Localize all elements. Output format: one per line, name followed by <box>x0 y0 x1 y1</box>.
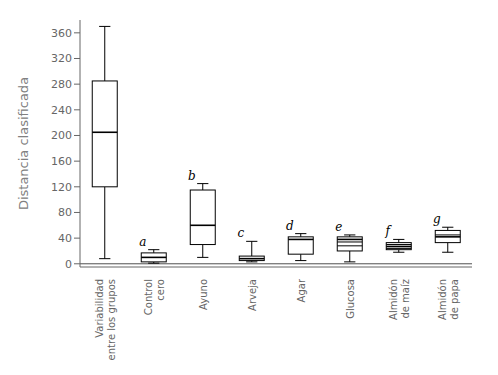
svg-text:0: 0 <box>65 258 72 271</box>
svg-text:e: e <box>335 220 342 234</box>
svg-text:320: 320 <box>51 52 72 65</box>
svg-text:Ayuno: Ayuno <box>198 279 209 310</box>
svg-text:g: g <box>433 212 441 226</box>
svg-text:a: a <box>139 235 146 249</box>
svg-text:Agar: Agar <box>296 278 307 302</box>
svg-text:d: d <box>286 219 294 233</box>
svg-text:Almidónde maíz: Almidónde maíz <box>388 279 411 320</box>
svg-text:Glucosa: Glucosa <box>345 279 356 319</box>
svg-text:240: 240 <box>51 104 72 117</box>
svg-text:Distancia clasificada: Distancia clasificada <box>16 77 31 210</box>
svg-text:Arveja: Arveja <box>247 279 258 311</box>
svg-text:360: 360 <box>51 27 72 40</box>
svg-text:f: f <box>385 224 393 238</box>
svg-text:Controlcero: Controlcero <box>143 279 166 315</box>
svg-text:160: 160 <box>51 155 72 168</box>
svg-text:40: 40 <box>58 232 72 245</box>
svg-text:280: 280 <box>51 78 72 91</box>
svg-text:Variabilidadentre los grupos: Variabilidadentre los grupos <box>94 279 117 360</box>
svg-text:80: 80 <box>58 206 72 219</box>
svg-text:200: 200 <box>51 129 72 142</box>
svg-text:120: 120 <box>51 181 72 194</box>
svg-text:c: c <box>237 226 244 240</box>
svg-text:b: b <box>188 169 196 183</box>
svg-text:Almidónde papa: Almidónde papa <box>437 279 460 320</box>
